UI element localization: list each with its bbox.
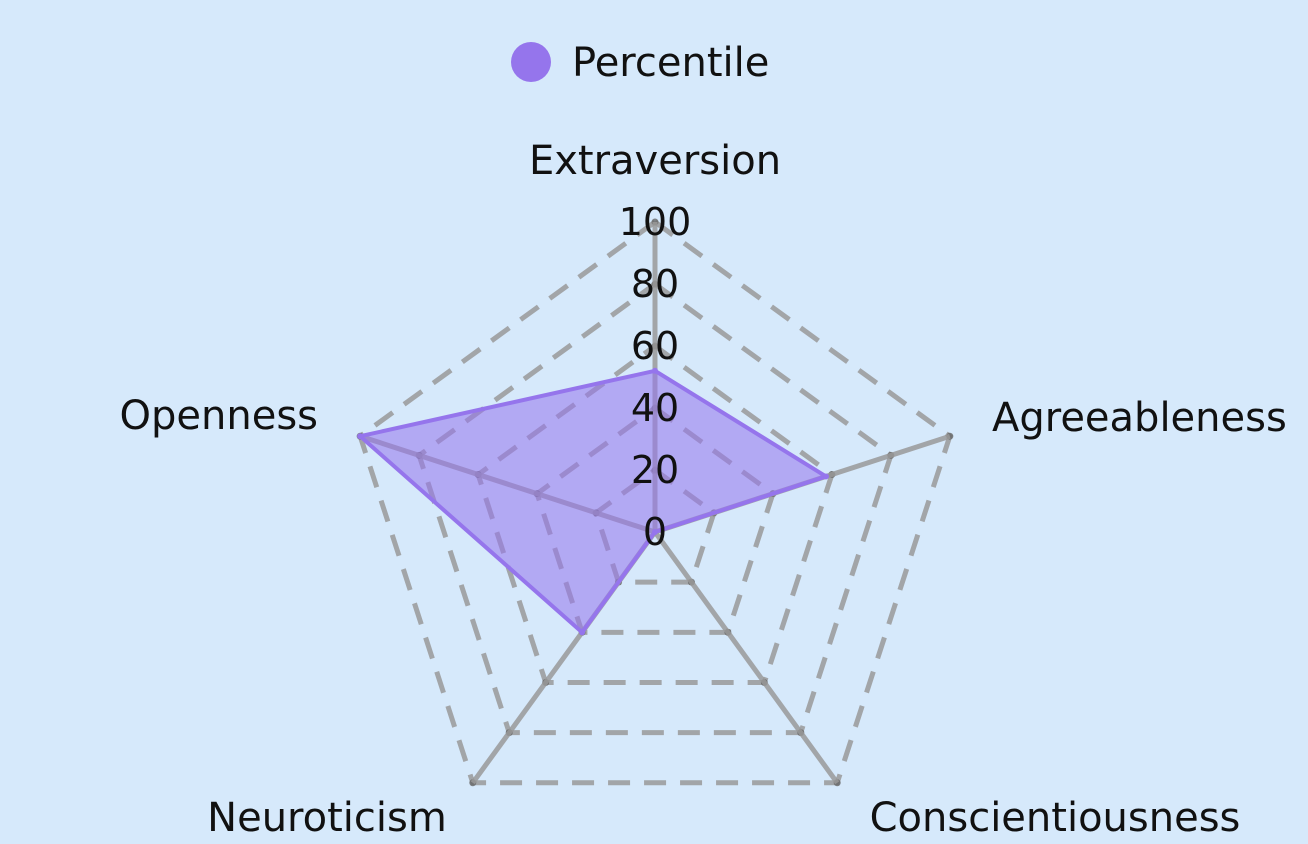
spoke-conscientiousness — [652, 530, 840, 785]
tick-label-40: 40 — [631, 386, 679, 430]
radar-tick-labels: 0 20 40 60 80 100 — [619, 200, 692, 554]
tick-label-0: 0 — [643, 510, 667, 554]
axis-label-neuroticism: Neuroticism — [207, 795, 447, 841]
data-point-openness — [357, 433, 364, 440]
data-point-extraversion — [652, 367, 658, 374]
grid-ring-100 — [357, 218, 953, 786]
radar-axis-labels: Extraversion Agreeableness Conscientiousne… — [120, 138, 1287, 841]
tick-label-20: 20 — [631, 448, 679, 492]
legend: Percentile — [511, 40, 769, 86]
radar-series — [357, 367, 829, 636]
data-point-agreeableness — [822, 473, 829, 480]
tick-label-100: 100 — [619, 200, 692, 244]
axis-label-agreeableness: Agreeableness — [992, 395, 1287, 441]
data-point-conscientiousness — [652, 529, 658, 535]
axis-label-extraversion: Extraversion — [529, 138, 781, 184]
axis-label-conscientiousness: Conscientiousness — [870, 795, 1241, 841]
data-point-neuroticism — [579, 629, 586, 636]
tick-label-60: 60 — [631, 324, 679, 368]
tick-label-80: 80 — [631, 262, 679, 306]
grid-ring-80 — [416, 280, 894, 736]
axis-label-openness: Openness — [120, 393, 318, 439]
series-area-percentile — [358, 368, 828, 635]
legend-swatch — [511, 42, 551, 82]
legend-label-percentile: Percentile — [572, 40, 769, 86]
